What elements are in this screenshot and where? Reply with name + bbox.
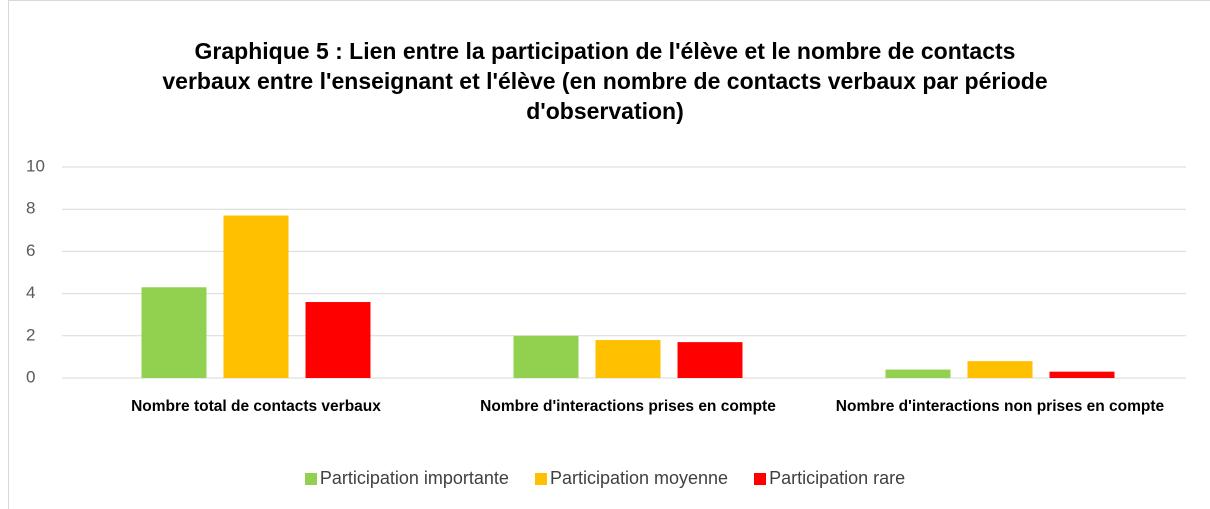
legend-label: Participation importante bbox=[319, 468, 509, 488]
bar bbox=[305, 302, 371, 378]
y-tick-label: 6 bbox=[26, 241, 35, 260]
x-tick-label: Nombre d'interactions prises en compte bbox=[480, 398, 776, 415]
bar bbox=[677, 342, 743, 378]
legend-item: Participation rare bbox=[754, 468, 905, 489]
legend-item: Participation importante bbox=[304, 468, 509, 489]
chart-border bbox=[8, 0, 1210, 509]
legend-label: Participation moyenne bbox=[549, 468, 729, 488]
x-tick-label: Nombre d'interactions non prises en comp… bbox=[835, 398, 1165, 415]
y-tick-label: 10 bbox=[26, 156, 45, 175]
bar bbox=[513, 335, 579, 378]
y-tick-label: 0 bbox=[26, 367, 35, 386]
bar bbox=[885, 369, 951, 378]
y-tick-label: 8 bbox=[26, 199, 35, 218]
y-tick-label: 4 bbox=[26, 283, 35, 302]
legend-label: Participation rare bbox=[769, 468, 906, 488]
bar bbox=[595, 340, 661, 378]
legend-swatch bbox=[534, 472, 547, 485]
chart-title: Graphique 5 : Lien entre la participatio… bbox=[162, 38, 1048, 124]
legend-item: Participation moyenne bbox=[534, 468, 729, 489]
bar bbox=[1049, 371, 1115, 378]
x-tick-label: Nombre total de contacts verbaux bbox=[131, 398, 381, 415]
bar bbox=[141, 287, 207, 378]
legend-swatch bbox=[754, 472, 767, 485]
legend: Participation importante Participation mo… bbox=[0, 468, 1210, 489]
bar bbox=[967, 361, 1033, 378]
legend-swatch bbox=[304, 472, 317, 485]
bar bbox=[223, 215, 289, 378]
y-tick-label: 2 bbox=[26, 325, 35, 344]
